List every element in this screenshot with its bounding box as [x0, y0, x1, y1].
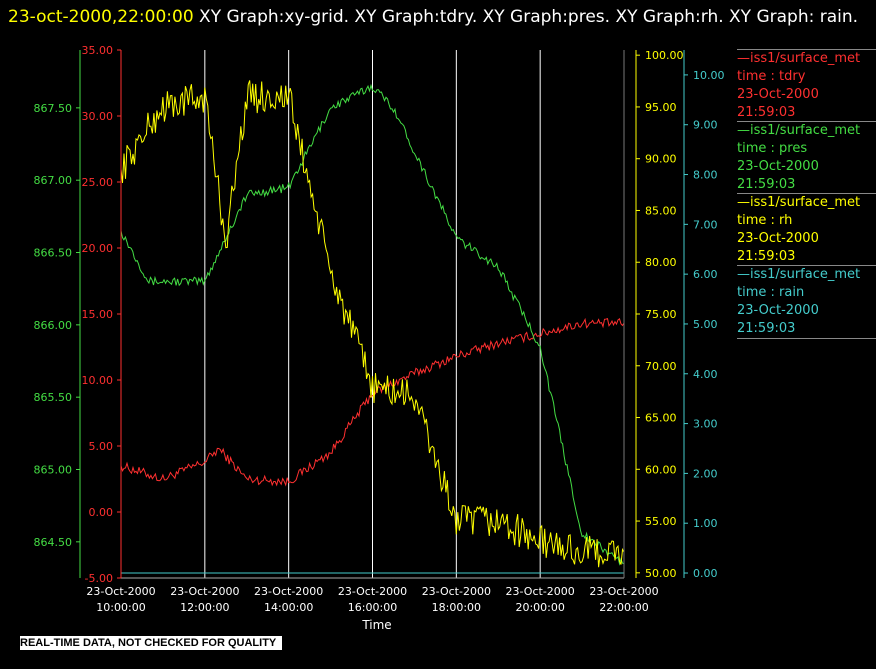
- legend-time: 21:59:03: [737, 105, 796, 120]
- x-tick-time: 10:00:00: [96, 601, 145, 614]
- legend-name: —iss1/surface_met: [737, 49, 876, 68]
- legend-time: 21:59:03: [737, 321, 796, 336]
- legend-time: 21:59:03: [737, 249, 796, 264]
- vertical-grid: [204, 50, 541, 578]
- legend-name: —iss1/surface_met: [737, 193, 876, 212]
- rh-tick-label: 75.00: [645, 308, 677, 321]
- legend-entry: —iss1/surface_met time : pres 23-Oct-2000 2…: [737, 121, 876, 194]
- x-tick-date: 23-Oct-2000: [338, 585, 407, 598]
- x-tick-date: 23-Oct-2000: [506, 585, 575, 598]
- axes: 23-Oct-2000 10:00:00 23-Oct-2000 12:00:00 23…: [34, 44, 725, 614]
- pres-tick-label: 866.50: [34, 247, 73, 260]
- rh-tick-label: 80.00: [645, 256, 677, 269]
- legend-name: —iss1/surface_met: [737, 265, 876, 284]
- pres-tick-label: 865.00: [34, 464, 73, 477]
- legend-time: 21:59:03: [737, 177, 796, 192]
- legend-field: time : rain: [737, 285, 805, 300]
- legend-field: time : rh: [737, 213, 793, 228]
- rain-tick-label: 1.00: [693, 517, 718, 530]
- pres-tick-label: 866.00: [34, 319, 73, 332]
- rh-tick-label: 70.00: [645, 360, 677, 373]
- rain-tick-label: 6.00: [693, 268, 718, 281]
- tdry-tick-label: -5.00: [85, 572, 113, 585]
- legend-entry: —iss1/surface_met time : tdry 23-Oct-2000 2…: [737, 49, 876, 122]
- legend-name: —iss1/surface_met: [737, 121, 876, 140]
- series-line-rh: [120, 80, 625, 568]
- rh-tick-label: 85.00: [645, 204, 677, 217]
- tdry-tick-label: 5.00: [89, 440, 114, 453]
- legend-field: time : tdry: [737, 69, 806, 84]
- rh-tick-label: 100.00: [645, 49, 684, 62]
- x-tick-date: 23-Oct-2000: [86, 585, 155, 598]
- legend-date: 23-Oct-2000: [737, 303, 819, 318]
- rain-tick-label: 4.00: [693, 368, 718, 381]
- x-tick-date: 23-Oct-2000: [170, 585, 239, 598]
- title-text: XY Graph:xy-grid. XY Graph:tdry. XY Grap…: [193, 7, 859, 27]
- rh-tick-label: 60.00: [645, 463, 677, 476]
- x-tick-date: 23-Oct-2000: [422, 585, 491, 598]
- series-lines: [120, 80, 625, 574]
- x-tick-time: 18:00:00: [432, 601, 481, 614]
- legend-date: 23-Oct-2000: [737, 159, 819, 174]
- series-line-tdry: [120, 317, 625, 487]
- rain-tick-label: 5.00: [693, 318, 718, 331]
- legend-entry: —iss1/surface_met time : rain 23-Oct-2000 2…: [737, 265, 876, 338]
- rain-tick-label: 8.00: [693, 169, 718, 182]
- rain-tick-label: 0.00: [693, 567, 718, 580]
- rain-tick-label: 3.00: [693, 418, 718, 431]
- rh-tick-label: 90.00: [645, 153, 677, 166]
- tdry-tick-label: 20.00: [82, 242, 114, 255]
- legend-separator: [737, 338, 876, 339]
- rain-tick-label: 10.00: [693, 69, 725, 82]
- rh-tick-label: 50.00: [645, 567, 677, 580]
- graph-title: 23-oct-2000,22:00:00 XY Graph:xy-grid. X…: [8, 2, 868, 32]
- x-tick-time: 16:00:00: [348, 601, 397, 614]
- tdry-tick-label: 30.00: [82, 110, 114, 123]
- x-axis-label: Time: [361, 618, 391, 632]
- x-tick-time: 22:00:00: [599, 601, 648, 614]
- quality-notice: REAL-TIME DATA, NOT CHECKED FOR QUALITY: [20, 636, 283, 650]
- tdry-tick-label: 25.00: [82, 176, 114, 189]
- pres-tick-label: 865.50: [34, 391, 73, 404]
- legend-field: time : pres: [737, 141, 808, 156]
- x-tick-date: 23-Oct-2000: [589, 585, 658, 598]
- tdry-tick-label: 0.00: [89, 506, 114, 519]
- x-tick-time: 12:00:00: [180, 601, 229, 614]
- x-tick-time: 20:00:00: [515, 601, 564, 614]
- rain-tick-label: 2.00: [693, 467, 718, 480]
- legend-date: 23-Oct-2000: [737, 231, 819, 246]
- series-line-pres: [120, 83, 625, 566]
- rh-tick-label: 55.00: [645, 515, 677, 528]
- tdry-tick-label: 10.00: [82, 374, 114, 387]
- rh-tick-label: 65.00: [645, 412, 677, 425]
- legend-date: 23-Oct-2000: [737, 87, 819, 102]
- pres-tick-label: 867.50: [34, 102, 73, 115]
- x-tick-date: 23-Oct-2000: [254, 585, 323, 598]
- x-tick-time: 14:00:00: [264, 601, 313, 614]
- rh-tick-label: 95.00: [645, 101, 677, 114]
- rain-tick-label: 7.00: [693, 218, 718, 231]
- title-timestamp: 23-oct-2000,22:00:00: [8, 7, 194, 27]
- pres-tick-label: 867.00: [34, 174, 73, 187]
- rain-tick-label: 9.00: [693, 119, 718, 132]
- legend-entry: —iss1/surface_met time : rh 23-Oct-2000 21:…: [737, 193, 876, 266]
- pres-tick-label: 864.50: [34, 536, 73, 549]
- tdry-tick-label: 15.00: [82, 308, 114, 321]
- tdry-tick-label: 35.00: [82, 44, 114, 57]
